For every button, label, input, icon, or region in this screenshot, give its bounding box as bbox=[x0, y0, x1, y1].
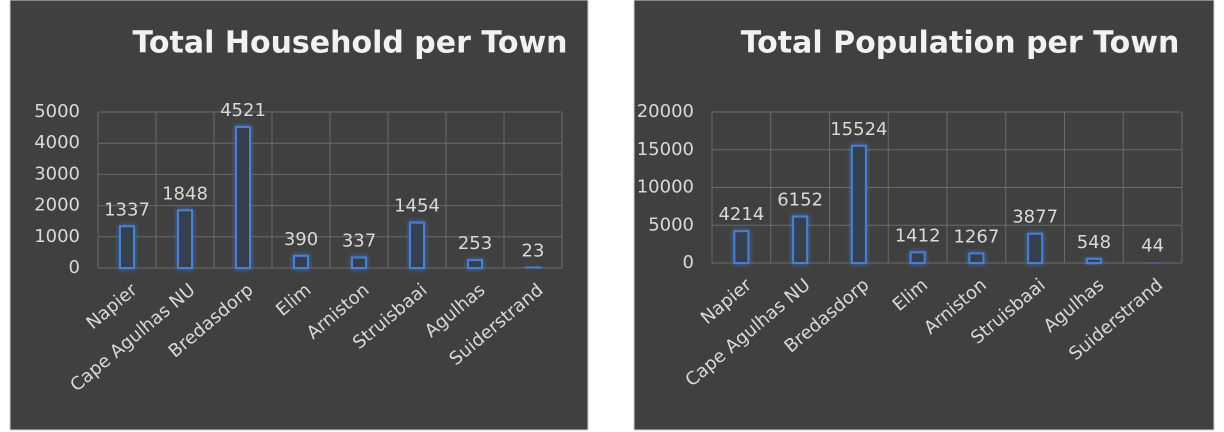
y-tick-label: 3000 bbox=[34, 163, 80, 184]
data-label: 15524 bbox=[830, 119, 887, 140]
bar bbox=[235, 125, 251, 270]
chart-panel bbox=[633, 0, 1215, 431]
y-tick-label: 1000 bbox=[34, 226, 80, 247]
bar bbox=[467, 259, 483, 270]
data-label: 4214 bbox=[718, 204, 764, 225]
bar bbox=[525, 266, 541, 270]
y-tick-label: 5000 bbox=[648, 214, 694, 235]
bar bbox=[351, 256, 367, 269]
bar bbox=[733, 230, 750, 264]
chart-title: Total Household per Town bbox=[132, 26, 567, 61]
data-label: 23 bbox=[522, 240, 545, 261]
bar bbox=[293, 254, 309, 270]
y-tick-label: 10000 bbox=[637, 177, 694, 198]
data-label: 44 bbox=[1141, 236, 1164, 257]
data-label: 1454 bbox=[394, 196, 440, 217]
y-tick-label: 20000 bbox=[637, 101, 694, 122]
y-tick-label: 2000 bbox=[34, 195, 80, 216]
bar bbox=[119, 225, 135, 269]
bar bbox=[1085, 257, 1102, 265]
data-label: 1412 bbox=[895, 225, 941, 246]
y-tick-label: 4000 bbox=[34, 132, 80, 153]
bar bbox=[909, 251, 926, 265]
data-label: 548 bbox=[1077, 232, 1111, 253]
data-label: 3877 bbox=[1012, 207, 1058, 228]
y-tick-label: 5000 bbox=[34, 101, 80, 122]
bar bbox=[1027, 232, 1044, 265]
data-label: 1848 bbox=[162, 183, 208, 204]
data-label: 6152 bbox=[777, 190, 823, 211]
chart-panel bbox=[9, 0, 589, 431]
bar bbox=[177, 209, 193, 270]
bar bbox=[409, 221, 425, 269]
data-label: 253 bbox=[458, 233, 492, 254]
data-label: 337 bbox=[342, 230, 376, 251]
data-label: 390 bbox=[284, 229, 318, 250]
data-label: 4521 bbox=[220, 100, 266, 121]
y-tick-label: 0 bbox=[69, 257, 80, 278]
chart-title: Total Population per Town bbox=[741, 26, 1180, 61]
y-tick-label: 15000 bbox=[637, 139, 694, 160]
data-label: 1267 bbox=[953, 226, 999, 247]
bar bbox=[792, 215, 809, 264]
bar bbox=[850, 144, 867, 264]
y-tick-label: 0 bbox=[683, 252, 694, 273]
data-label: 1337 bbox=[104, 199, 150, 220]
bar bbox=[968, 252, 985, 264]
